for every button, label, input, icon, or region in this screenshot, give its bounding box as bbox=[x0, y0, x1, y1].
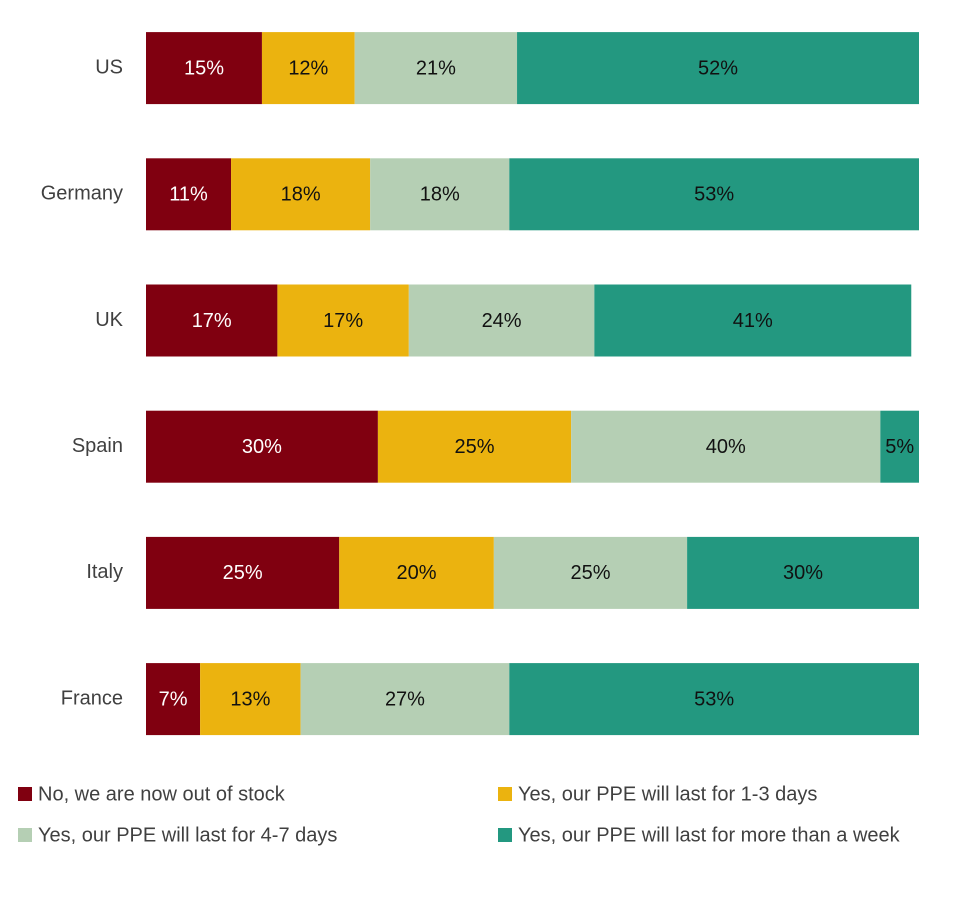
legend-label: Yes, our PPE will last for more than a w… bbox=[518, 824, 901, 846]
data-label: 15% bbox=[184, 57, 224, 79]
bar-segment bbox=[146, 410, 378, 483]
data-label: 24% bbox=[482, 310, 522, 332]
y-tick-label: US bbox=[95, 56, 123, 78]
y-tick-label: France bbox=[61, 687, 123, 709]
bar-segment bbox=[146, 158, 232, 231]
legend-label: No, we are now out of stock bbox=[38, 783, 286, 805]
y-tick-label: Germany bbox=[41, 183, 123, 205]
data-label: 12% bbox=[288, 57, 328, 79]
bar-segment bbox=[277, 284, 409, 357]
bar-segment bbox=[509, 663, 919, 736]
legend-swatch bbox=[498, 787, 512, 801]
y-tick-label: Spain bbox=[72, 435, 123, 457]
bar-segment bbox=[370, 158, 510, 231]
data-label: 18% bbox=[420, 184, 460, 206]
legend-swatch bbox=[18, 787, 32, 801]
y-tick-label: Italy bbox=[86, 561, 123, 583]
bar-segment bbox=[408, 284, 595, 357]
bar-segment bbox=[231, 158, 371, 231]
bar-segment bbox=[339, 536, 494, 609]
data-label: 52% bbox=[698, 57, 738, 79]
bar-segment bbox=[146, 284, 278, 357]
bar-segment bbox=[200, 663, 301, 736]
data-label: 27% bbox=[385, 688, 425, 710]
data-label: 11% bbox=[169, 184, 208, 206]
data-label: 25% bbox=[570, 562, 610, 584]
bar-segment bbox=[571, 410, 881, 483]
bar-segment bbox=[517, 32, 919, 105]
bar-segment bbox=[300, 663, 510, 736]
data-label: 18% bbox=[281, 184, 321, 206]
data-label: 25% bbox=[455, 436, 495, 458]
data-label: 20% bbox=[397, 562, 437, 584]
data-label: 13% bbox=[230, 688, 270, 710]
bar-segment bbox=[594, 284, 912, 357]
data-label: 17% bbox=[323, 310, 363, 332]
bar-segment bbox=[687, 536, 919, 609]
bar-segment bbox=[509, 158, 919, 231]
y-tick-label: UK bbox=[95, 309, 123, 331]
data-label: 53% bbox=[694, 688, 734, 710]
bar-segment bbox=[261, 32, 355, 105]
bar-segment bbox=[880, 410, 919, 483]
data-label: 30% bbox=[242, 436, 282, 458]
bar-segment bbox=[146, 536, 340, 609]
bar-segment bbox=[377, 410, 572, 483]
bar-segment bbox=[146, 32, 262, 105]
data-label: 30% bbox=[783, 562, 823, 584]
legend-label: Yes, our PPE will last for 1-3 days bbox=[518, 783, 817, 805]
data-label: 41% bbox=[733, 310, 773, 332]
bar-segment bbox=[354, 32, 518, 105]
data-label: 17% bbox=[192, 310, 232, 332]
data-label: 7% bbox=[159, 688, 188, 710]
data-label: 53% bbox=[694, 184, 734, 206]
data-label: 5% bbox=[885, 436, 914, 458]
data-label: 21% bbox=[416, 57, 456, 79]
legend-swatch bbox=[18, 828, 32, 842]
legend-label: Yes, our PPE will last for 4-7 days bbox=[38, 824, 337, 846]
bar-segment bbox=[146, 663, 201, 736]
data-label: 40% bbox=[706, 436, 746, 458]
legend-swatch bbox=[498, 828, 512, 842]
bar-segment bbox=[493, 536, 688, 609]
data-label: 25% bbox=[223, 562, 263, 584]
